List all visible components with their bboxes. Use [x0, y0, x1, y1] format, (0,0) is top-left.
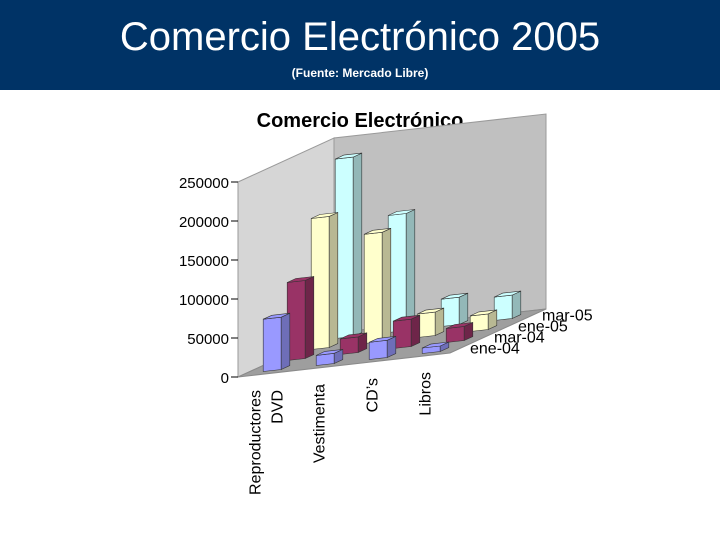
slide-title: Comercio Electrónico 2005: [119, 15, 601, 59]
bar-top-face: [369, 336, 396, 343]
bar-side-face: [511, 290, 522, 319]
bar-ene-05-vestimenta: [363, 227, 392, 344]
bar-top-face: [441, 292, 468, 300]
bar-top-face: [494, 290, 521, 298]
bar-top-face: [417, 307, 444, 315]
bar-top-face: [263, 312, 290, 320]
bar-top-face: [287, 276, 314, 283]
bar-top-face: [422, 341, 449, 349]
bar-side-face: [352, 152, 363, 337]
x-axis-labels: Reproductores DVD Vestimenta CD’s Libros: [248, 372, 435, 495]
bar-mar-04-vestimenta: [339, 332, 368, 355]
series-label-ene-04: ene-04: [470, 341, 520, 358]
y-tick-label: 200000: [179, 214, 229, 231]
bar-mar-05-vestimenta: [387, 209, 416, 333]
bar-ene-05-libros: [469, 309, 498, 332]
chart-3d-column: Comercio Electrónico 250000 200000 150000 1…: [179, 110, 593, 495]
bar-top-face: [316, 349, 343, 356]
x-tick-label-libros: Libros: [418, 372, 435, 416]
bar-ene-04-libros: [421, 341, 450, 354]
bar-front-face: [363, 231, 383, 344]
bar-ene-05-cd-s: [416, 307, 445, 338]
bar-ene-05-reproductores-dvd: [310, 212, 339, 350]
bar-top-face: [364, 228, 391, 235]
bar-top-face: [388, 209, 415, 216]
bar-side-face: [328, 212, 339, 348]
bar-top-face: [446, 322, 473, 329]
bar-top-face: [340, 332, 367, 340]
bar-front-face: [445, 326, 465, 343]
y-tick-label: 0: [221, 370, 229, 387]
y-tick-label: 100000: [179, 292, 229, 309]
series-label-mar-04: mar-04: [494, 330, 545, 347]
series-label-ene-05: ene-05: [518, 319, 568, 336]
bar-side-face: [280, 312, 291, 370]
bar-mar-05-libros: [493, 290, 522, 321]
slide-subtitle: (Fuente: Mercado Libre): [291, 66, 429, 80]
x-tick-label-cd-s: CD’s: [365, 378, 382, 412]
series-label-mar-05: mar-05: [542, 308, 593, 325]
bar-mar-04-cd-s: [392, 314, 421, 349]
bar-mar-04-libros: [445, 322, 474, 343]
bar-ene-04-vestimenta: [315, 348, 344, 366]
y-axis: 250000 200000 150000 100000 50000 0: [179, 175, 238, 387]
bar-side-face: [458, 292, 469, 325]
bar-side-face: [434, 307, 445, 336]
chart-title: Comercio Electrónico: [257, 110, 464, 132]
bar-side-face: [410, 314, 421, 347]
x-tick-label-vestimenta: Vestimenta: [312, 384, 329, 463]
x-tick-label-reproductores-dvd: Reproductores DVD: [248, 390, 287, 495]
bar-mar-05-cd-s: [440, 292, 469, 327]
bar-top-face: [393, 314, 420, 322]
bar-ene-04-cd-s: [368, 335, 397, 360]
bar-front-face: [368, 339, 388, 360]
y-tick-label: 50000: [187, 331, 229, 348]
y-tick-label: 150000: [179, 253, 229, 270]
bar-mar-04-reproductores-dvd: [286, 276, 315, 361]
bar-side-face: [381, 227, 392, 342]
bar-top-face: [335, 152, 362, 160]
bar-top-face: [311, 212, 338, 219]
y-tick-label: 250000: [179, 175, 229, 192]
bar-ene-04-reproductores-dvd: [262, 312, 291, 372]
bar-side-face: [304, 276, 315, 359]
chart-bars: [262, 152, 522, 372]
bar-front-face: [262, 316, 282, 372]
bar-mar-05-reproductores-dvd: [334, 152, 363, 339]
bar-side-face: [405, 209, 416, 331]
bar-top-face: [470, 309, 497, 317]
slide-header: Comercio Electrónico 2005 (Fuente: Merca…: [0, 0, 720, 90]
